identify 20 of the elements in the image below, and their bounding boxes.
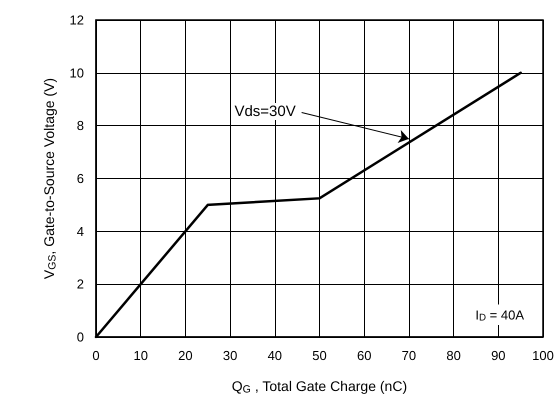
x-tick-label: 40 xyxy=(268,348,282,363)
y-tick-label: 8 xyxy=(76,118,84,134)
y-tick-label: 2 xyxy=(76,276,84,292)
x-tick-label: 30 xyxy=(222,348,238,363)
y-tick-label: 4 xyxy=(76,224,84,239)
y-tick-label: 0 xyxy=(76,330,84,344)
x-tick-label: 80 xyxy=(446,348,461,363)
y-axis-title: VGS, Gate-to-Source Voltage (V) xyxy=(41,78,58,280)
x-tick-label: 70 xyxy=(402,348,416,363)
y-tick-label: 10 xyxy=(70,65,84,80)
annotation: Vds=30V xyxy=(234,103,296,120)
x-tick-label: 20 xyxy=(178,348,193,363)
x-tick-label: 90 xyxy=(491,348,506,363)
x-tick-label: 60 xyxy=(356,348,372,363)
y-tick-label: 12 xyxy=(70,12,84,28)
x-tick-label: 100 xyxy=(532,348,554,363)
y-tick-label: 6 xyxy=(76,171,84,186)
x-tick-label: 10 xyxy=(133,348,148,363)
x-tick-label: 0 xyxy=(92,348,100,363)
x-tick-label: 50 xyxy=(312,348,327,363)
